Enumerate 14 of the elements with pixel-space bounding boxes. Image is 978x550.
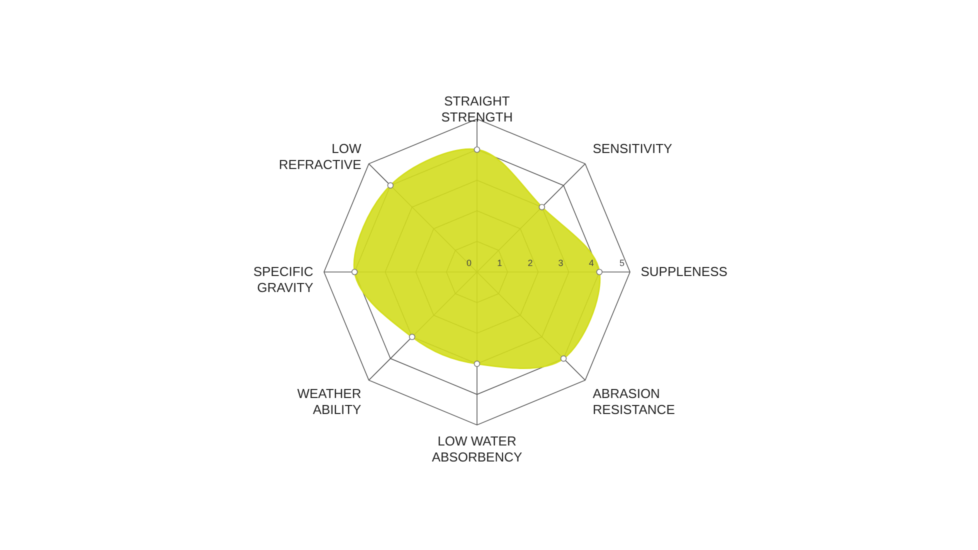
spoke-label: SPECIFIC GRAVITY — [253, 264, 314, 295]
spoke-label: ABRASION RESISTANCE — [592, 386, 676, 417]
y-tick-label: 4 — [588, 258, 594, 268]
spoke-label: SENSITIVITY — [592, 141, 673, 156]
y-tick-label: 5 — [619, 258, 625, 268]
spoke-label: STRAIGHT STRENGTH — [441, 93, 513, 124]
spoke-label: SUPPLENESS — [640, 264, 728, 279]
y-tick-label: 3 — [558, 258, 564, 268]
spoke-label: LOW WATER ABSORBENCY — [432, 434, 522, 465]
spoke-label: LOW REFRACTIVE — [278, 141, 362, 172]
y-tick-label: 0 — [466, 258, 472, 268]
y-tick-label: 1 — [497, 258, 502, 268]
spoke-label: WEATHER ABILITY — [297, 386, 362, 417]
y-tick-label: 2 — [528, 258, 533, 268]
